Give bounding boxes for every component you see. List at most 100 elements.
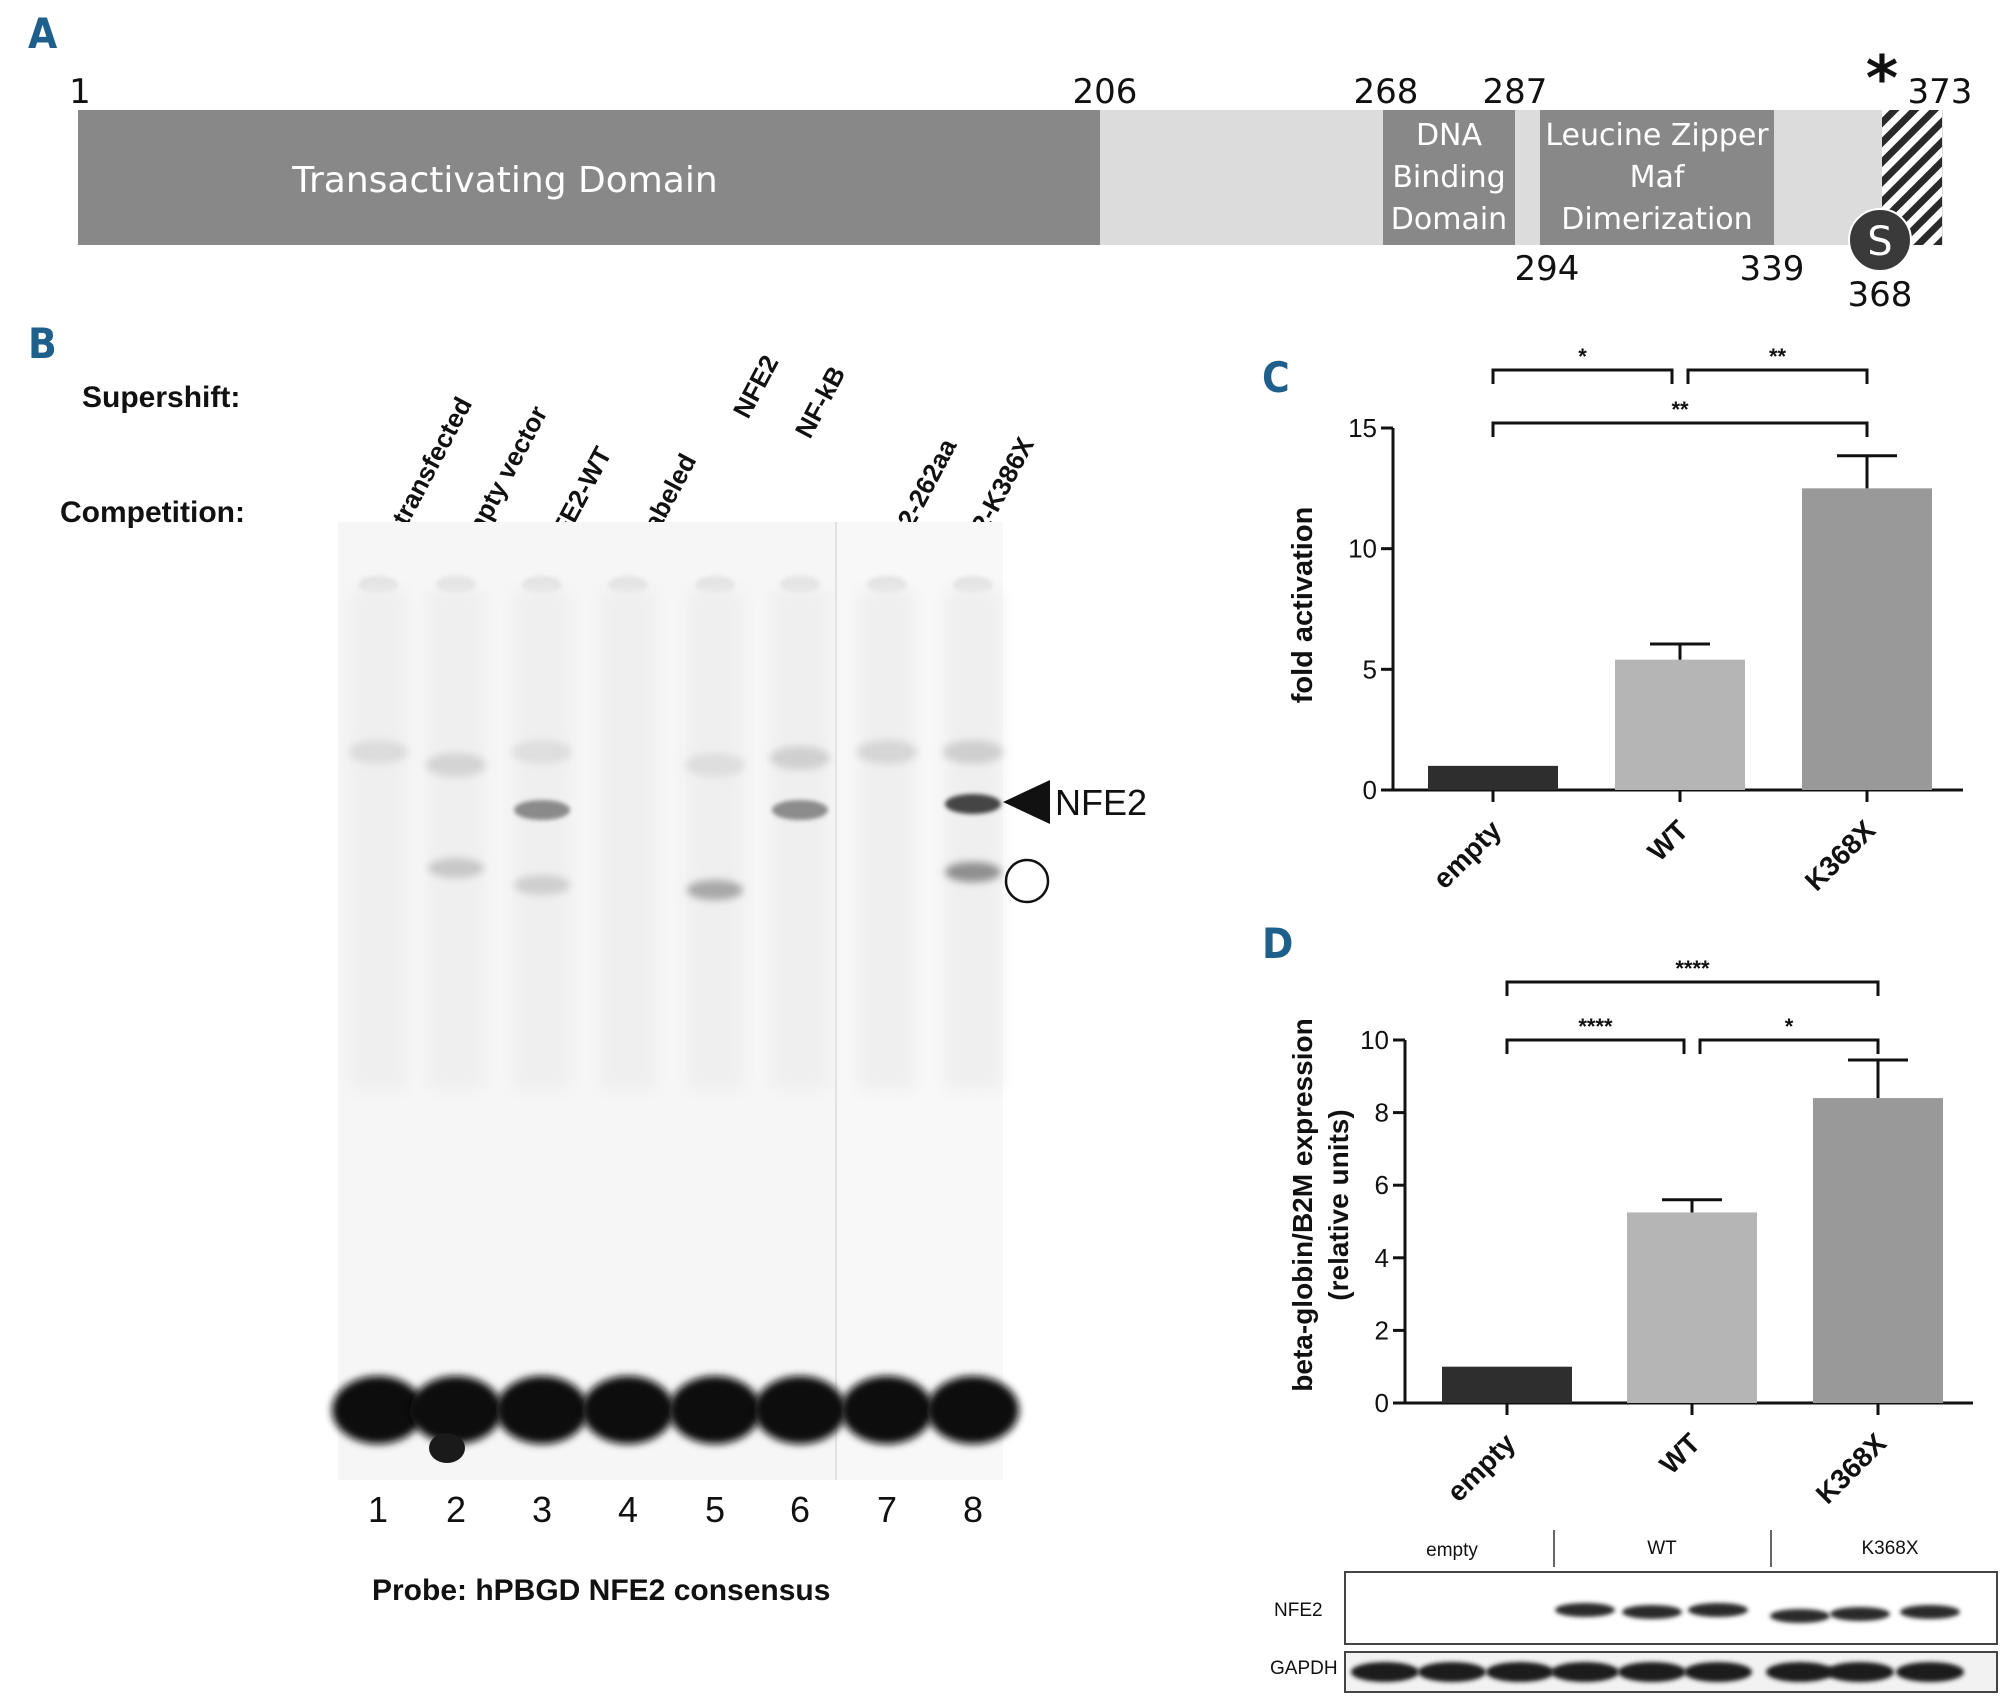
gel-free-probe: [496, 1376, 588, 1444]
position-287: 287: [1483, 72, 1548, 112]
significance-bracket: [1505, 1038, 1686, 1054]
category-label: WT: [1654, 1427, 1707, 1480]
gel-upper-band: [770, 746, 830, 770]
gel-lane-smear: [600, 590, 656, 1090]
gel-lane-smear: [514, 590, 570, 1090]
wb-gapdh-band: [1826, 1662, 1894, 1682]
bar-k368x: [1813, 1098, 1943, 1403]
position-294: 294: [1515, 249, 1580, 289]
wb-group-wt: WT: [1647, 1538, 1677, 1559]
wb-nfe2-band: [1830, 1607, 1890, 1621]
significance-label: ****: [1578, 1014, 1613, 1039]
chart-beta-globin-expression: beta-globin/B2M expression (relative uni…: [1287, 956, 1973, 1510]
significance-bracket: [1505, 980, 1880, 996]
lane-label-supershift-nfe2: NFE2: [727, 350, 785, 423]
significance-label: ****: [1675, 956, 1710, 981]
significance-label: **: [1671, 397, 1689, 422]
gel-free-probe: [754, 1376, 846, 1444]
bar-wt: [1615, 659, 1745, 790]
y-tick-label: 6: [1375, 1170, 1389, 1200]
lz-domain-label-3: Dimerization: [1561, 202, 1752, 237]
significance-bracket: [1491, 421, 1869, 437]
wb-nfe2-band: [1688, 1603, 1748, 1617]
wb-gapdh-band: [1486, 1662, 1554, 1682]
wb-gapdh-band: [1618, 1662, 1686, 1682]
gel-lane-smear: [772, 590, 828, 1090]
protein-schematic: S Transactivating Domain DNA Binding Dom…: [69, 42, 1972, 315]
dna-domain-label-1: DNA: [1416, 118, 1483, 153]
lz-domain-label-2: Maf: [1630, 160, 1686, 195]
gel-upper-band: [348, 740, 408, 764]
gel-well: [358, 576, 398, 594]
gel-well: [953, 576, 993, 594]
wb-gapdh-band: [1684, 1662, 1752, 1682]
gel-well: [436, 576, 476, 594]
gel-upper-band: [426, 753, 486, 777]
wb-nfe2-band: [1770, 1609, 1830, 1623]
emsa-gel: [332, 522, 1019, 1480]
panel-letter-d: D: [1262, 919, 1293, 968]
position-268: 268: [1354, 72, 1419, 112]
gel-lane-smear: [350, 590, 406, 1090]
dna-domain-label-3: Domain: [1391, 202, 1507, 237]
gel-well: [780, 576, 820, 594]
y-tick-label: 5: [1363, 654, 1377, 684]
wb-group-empty: empty: [1426, 1540, 1478, 1561]
leucine-zipper-domain: [1540, 110, 1774, 245]
lz-domain-label-1: Leucine Zipper: [1545, 118, 1769, 153]
wb-nfe2-band: [1900, 1605, 1960, 1619]
y-tick-label: 2: [1375, 1315, 1389, 1345]
chart-d-ylabel-line2: (relative units): [1323, 1109, 1354, 1300]
competition-label: Competition:: [60, 496, 245, 529]
bar-wt: [1627, 1212, 1757, 1403]
lane-numbers: 1 2 3 4 5 6 7 8: [368, 1489, 983, 1530]
position-1: 1: [69, 72, 91, 112]
gel-upper-band: [512, 740, 572, 764]
wb-gapdh-band: [1766, 1662, 1834, 1682]
nfe2-band-label: NFE2: [1055, 782, 1147, 823]
gel-lane-smear: [945, 590, 1001, 1090]
wb-gapdh-band: [1551, 1662, 1619, 1682]
significance-bracket: [1686, 368, 1869, 384]
lane-number-5: 5: [705, 1489, 725, 1530]
gel-artifact: [429, 1433, 465, 1463]
sumo-label: S: [1867, 219, 1892, 265]
lane-number-1: 1: [368, 1489, 388, 1530]
significance-label: *: [1578, 344, 1587, 369]
gel-free-probe: [669, 1376, 761, 1444]
gel-free-probe: [841, 1376, 933, 1444]
significance-bracket: [1698, 1038, 1880, 1054]
y-tick-label: 4: [1375, 1243, 1389, 1273]
wb-row-gapdh: GAPDH: [1270, 1658, 1338, 1679]
significance-bracket: [1491, 368, 1674, 384]
lane-number-8: 8: [963, 1489, 983, 1530]
y-tick-label: 10: [1360, 1025, 1389, 1055]
gel-lower-band: [687, 880, 743, 900]
lane-number-6: 6: [790, 1489, 810, 1530]
lane-number-7: 7: [877, 1489, 897, 1530]
gel-free-probe: [410, 1376, 502, 1444]
gel-lower-band: [514, 875, 570, 895]
category-label: K368X: [1810, 1427, 1893, 1510]
dna-binding-domain: [1383, 110, 1515, 245]
wb-bands: [1351, 1603, 1964, 1682]
y-tick-label: 10: [1348, 534, 1377, 564]
gel-lower-band: [428, 858, 484, 878]
bar-empty: [1428, 765, 1558, 790]
y-tick-label: 0: [1363, 775, 1377, 805]
emsa-markers: NFE2: [1003, 780, 1147, 904]
gel-free-probe: [332, 1376, 424, 1444]
wb-nfe2-band: [1555, 1603, 1615, 1617]
wb-nfe2-band: [1622, 1605, 1682, 1619]
gel-nfe2-band: [945, 794, 1001, 814]
wb-gapdh-band: [1896, 1662, 1964, 1682]
gel-lane-smear: [687, 590, 743, 1090]
position-206: 206: [1073, 72, 1138, 112]
gel-well: [522, 576, 562, 594]
gel-bands: [332, 576, 1019, 1463]
y-tick-label: 15: [1348, 413, 1377, 443]
category-label: K368X: [1799, 814, 1882, 897]
transactivating-domain: [78, 110, 1100, 245]
